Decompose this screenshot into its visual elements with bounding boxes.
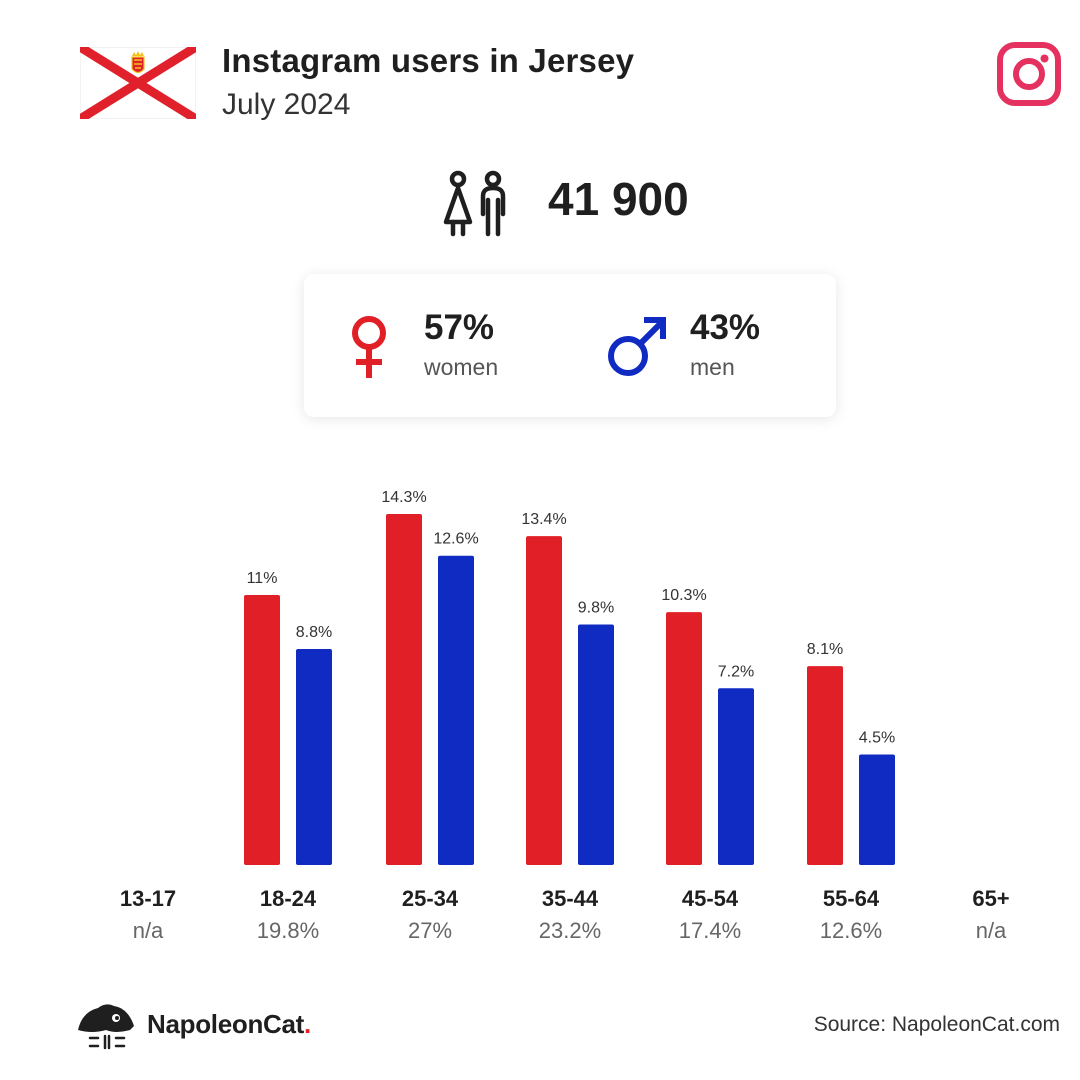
napoleoncat-logo-icon <box>78 1004 134 1050</box>
category-label-45-54: 45-54 <box>682 886 739 911</box>
bar-women-18-24 <box>244 595 280 865</box>
category-label-25-34: 25-34 <box>402 886 459 911</box>
category-total-25-34: 27% <box>408 918 452 943</box>
bar-label-women-25-34: 14.3% <box>381 489 426 506</box>
age-gender-bar-chart: 13-17 n/a 11% 8.8% 18-24 19.8% 14.3% 12.6% 25-34… <box>120 489 1010 943</box>
bar-label-women-45-54: 10.3% <box>661 587 706 604</box>
brand-text: NapoleonCat <box>147 1009 305 1039</box>
instagram-icon <box>997 42 1061 106</box>
category-label-65+: 65+ <box>972 886 1009 911</box>
page-title: Instagram users in Jersey <box>222 42 635 79</box>
category-label-18-24: 18-24 <box>260 886 317 911</box>
category-label-55-64: 55-64 <box>823 886 880 911</box>
bar-label-men-25-34: 12.6% <box>433 531 478 548</box>
bar-men-55-64 <box>859 754 895 865</box>
bar-label-men-35-44: 9.8% <box>578 599 614 616</box>
category-total-55-64: 12.6% <box>820 918 882 943</box>
category-label-13-17: 13-17 <box>120 886 176 911</box>
category-total-35-44: 23.2% <box>539 918 601 943</box>
total-users-value: 41 900 <box>548 173 689 225</box>
women-percent: 57% <box>424 308 495 347</box>
bar-label-men-55-64: 4.5% <box>859 730 895 747</box>
bar-label-men-45-54: 7.2% <box>718 663 754 680</box>
category-total-45-54: 17.4% <box>679 918 741 943</box>
female-icon <box>352 316 386 378</box>
source-note: Source: NapoleonCat.com <box>813 1013 1060 1036</box>
category-total-13-17: n/a <box>133 918 164 943</box>
category-total-18-24: 19.8% <box>257 918 319 943</box>
bar-men-25-34 <box>438 555 474 865</box>
bar-label-women-18-24: 11% <box>247 570 278 587</box>
bar-label-men-18-24: 8.8% <box>296 624 332 641</box>
bar-men-18-24 <box>296 649 332 865</box>
bar-label-women-55-64: 8.1% <box>807 641 843 658</box>
jersey-flag-icon <box>80 47 196 119</box>
women-label: women <box>424 354 499 380</box>
category-total-65+: n/a <box>976 918 1007 943</box>
brand-dot: . <box>304 1009 311 1039</box>
male-icon <box>608 317 666 376</box>
men-percent: 43% <box>690 308 761 347</box>
category-label-35-44: 35-44 <box>542 886 599 911</box>
bar-label-women-35-44: 13.4% <box>521 511 566 528</box>
brand-name: NapoleonCat. <box>147 1009 311 1040</box>
men-label: men <box>690 354 735 380</box>
bar-women-55-64 <box>807 666 843 865</box>
page-subtitle: July 2024 <box>222 88 351 121</box>
bar-women-35-44 <box>526 536 562 865</box>
bar-women-45-54 <box>666 612 702 865</box>
gender-split-card: 57% women 43% men <box>304 274 836 417</box>
bar-women-25-34 <box>386 514 422 865</box>
people-icon <box>443 170 506 237</box>
bar-men-35-44 <box>578 624 614 865</box>
bar-men-45-54 <box>718 688 754 865</box>
